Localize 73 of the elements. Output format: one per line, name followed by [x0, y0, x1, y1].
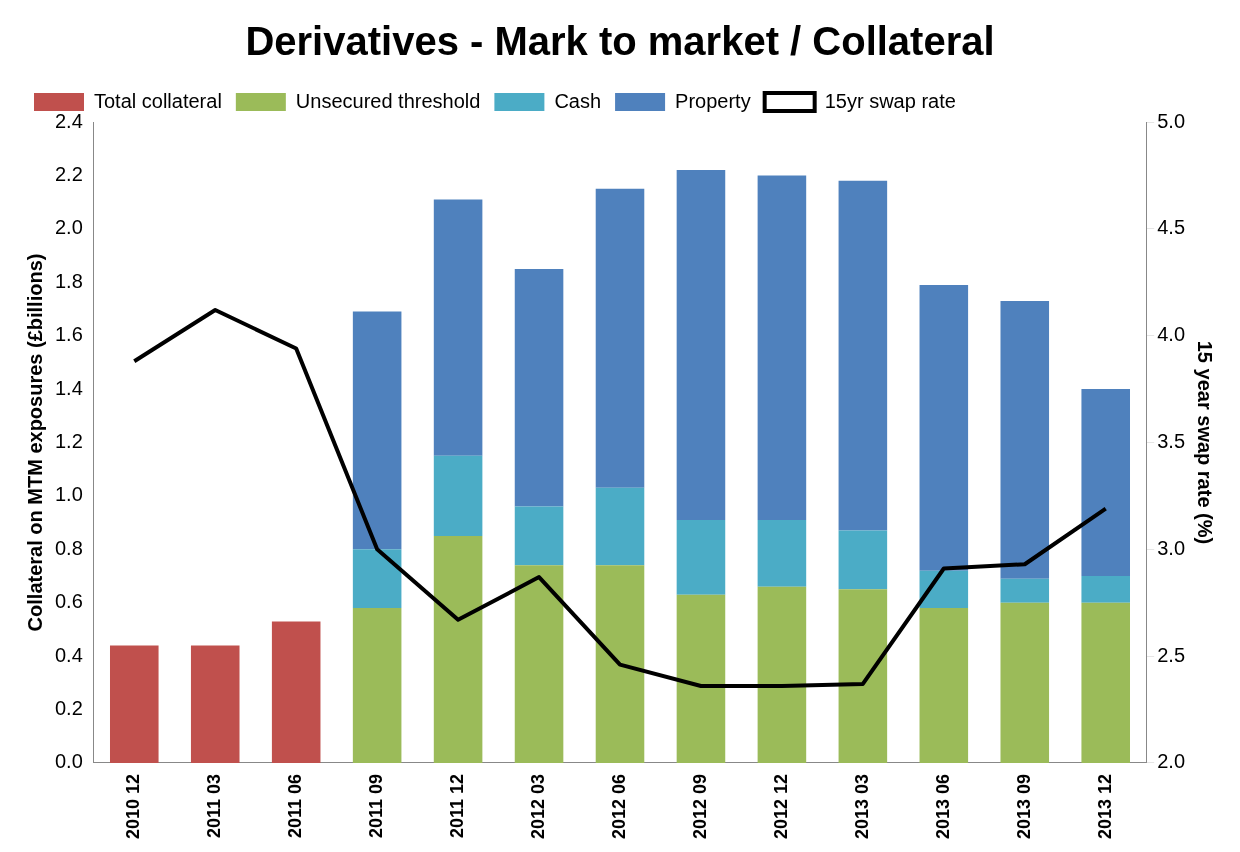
- y2-tick-label: 2.0: [1157, 750, 1186, 773]
- x-tick-label: 2013 03: [851, 773, 872, 840]
- bar: [757, 519, 807, 587]
- bar: [433, 535, 483, 763]
- x-tick-label: 2013 06: [932, 773, 953, 840]
- y-tick-label: 0.8: [54, 536, 83, 559]
- legend-label: 15yr swap rate: [824, 89, 956, 112]
- bar: [1000, 602, 1050, 763]
- bar: [514, 268, 564, 507]
- bar: [838, 589, 888, 763]
- bar: [190, 645, 240, 763]
- bar: [1081, 576, 1131, 603]
- y-tick-label: 0.0: [54, 750, 83, 773]
- y2-tick-label: 3.0: [1157, 536, 1186, 559]
- bar: [1000, 300, 1050, 579]
- y-tick-label: 1.0: [54, 483, 83, 506]
- bar: [919, 284, 969, 571]
- bar: [757, 586, 807, 763]
- x-tick-label: 2013 12: [1094, 773, 1115, 840]
- bar: [838, 180, 888, 531]
- bar: [433, 199, 483, 456]
- y-tick-label: 1.8: [54, 269, 83, 292]
- x-tick-label: 2011 06: [285, 773, 306, 839]
- bar: [109, 645, 159, 763]
- legend-label: Total collateral: [94, 89, 222, 112]
- y-tick-label: 2.2: [54, 162, 83, 185]
- y2-tick-label: 4.5: [1157, 216, 1186, 239]
- bar: [1081, 602, 1131, 763]
- bar: [757, 175, 807, 520]
- bar: [676, 594, 726, 763]
- y2-tick-label: 3.5: [1157, 429, 1186, 452]
- bar: [919, 608, 969, 763]
- y-tick-label: 2.0: [54, 216, 83, 239]
- y-tick-label: 0.2: [54, 697, 83, 720]
- y2-tick-label: 5.0: [1157, 109, 1186, 132]
- y-tick-label: 1.4: [54, 376, 83, 399]
- y-axis-title: Collateral on MTM exposures (£billions): [23, 253, 46, 632]
- bar: [271, 621, 321, 763]
- bar: [595, 565, 645, 763]
- x-tick-label: 2011 12: [447, 773, 468, 839]
- legend-label: Unsecured threshold: [295, 89, 481, 112]
- legend-label: Property: [675, 89, 751, 112]
- bar: [838, 530, 888, 590]
- y-tick-label: 0.4: [54, 643, 83, 666]
- x-tick-label: 2012 06: [608, 773, 629, 840]
- y-tick-label: 1.2: [54, 429, 83, 452]
- bar: [1000, 578, 1050, 603]
- x-tick-label: 2011 03: [204, 773, 225, 839]
- y-tick-label: 0.6: [54, 590, 83, 613]
- bar: [433, 455, 483, 536]
- bar: [676, 170, 726, 520]
- bar: [514, 565, 564, 763]
- legend-label: Cash: [554, 89, 602, 112]
- bar: [676, 519, 726, 595]
- y2-axis-title: 15 year swap rate (%): [1194, 340, 1217, 545]
- x-tick-label: 2012 03: [528, 773, 549, 840]
- bar: [514, 506, 564, 566]
- bar: [595, 188, 645, 488]
- x-tick-label: 2012 09: [689, 773, 710, 840]
- bar: [352, 311, 402, 550]
- y-tick-label: 1.6: [54, 323, 83, 346]
- x-tick-label: 2010 12: [123, 773, 144, 840]
- x-tick-label: 2013 09: [1013, 773, 1034, 840]
- chart-title: Derivatives - Mark to market / Collateral: [245, 19, 995, 64]
- y-tick-label: 2.4: [54, 109, 83, 132]
- y2-tick-label: 2.5: [1157, 643, 1186, 666]
- bar: [352, 608, 402, 763]
- y2-tick-label: 4.0: [1157, 323, 1186, 346]
- bar: [595, 487, 645, 566]
- bar: [352, 549, 402, 609]
- x-tick-label: 2011 09: [366, 773, 387, 839]
- x-tick-label: 2012 12: [770, 773, 791, 840]
- bar: [1081, 389, 1131, 576]
